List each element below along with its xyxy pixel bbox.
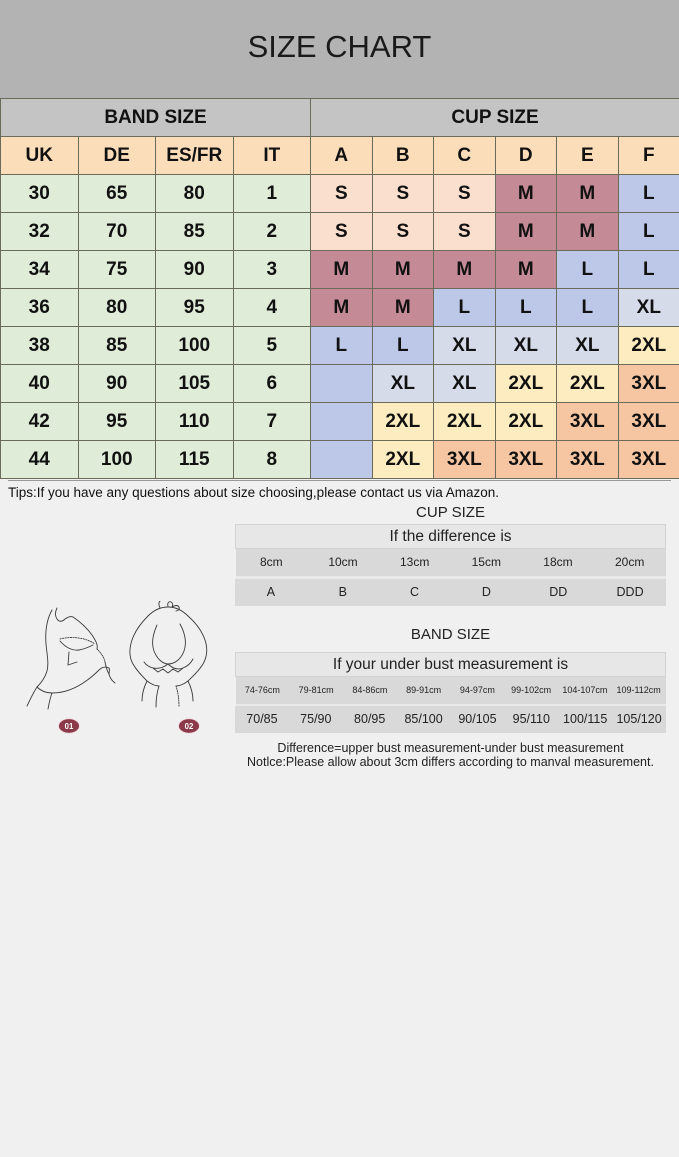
- svg-text:01: 01: [65, 722, 74, 731]
- svg-text:02: 02: [185, 722, 194, 731]
